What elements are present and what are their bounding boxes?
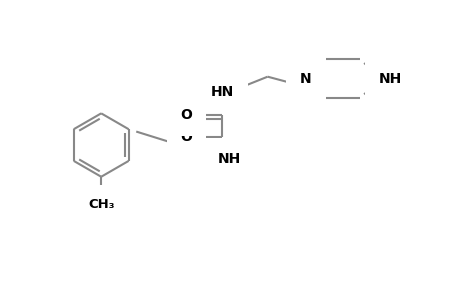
Text: NH: NH [378, 72, 401, 86]
Text: O: O [180, 130, 192, 144]
Text: NH: NH [217, 152, 240, 166]
Text: O: O [180, 108, 192, 122]
Text: N: N [299, 72, 310, 86]
Text: CH₃: CH₃ [88, 198, 114, 211]
Text: HN: HN [210, 85, 233, 98]
